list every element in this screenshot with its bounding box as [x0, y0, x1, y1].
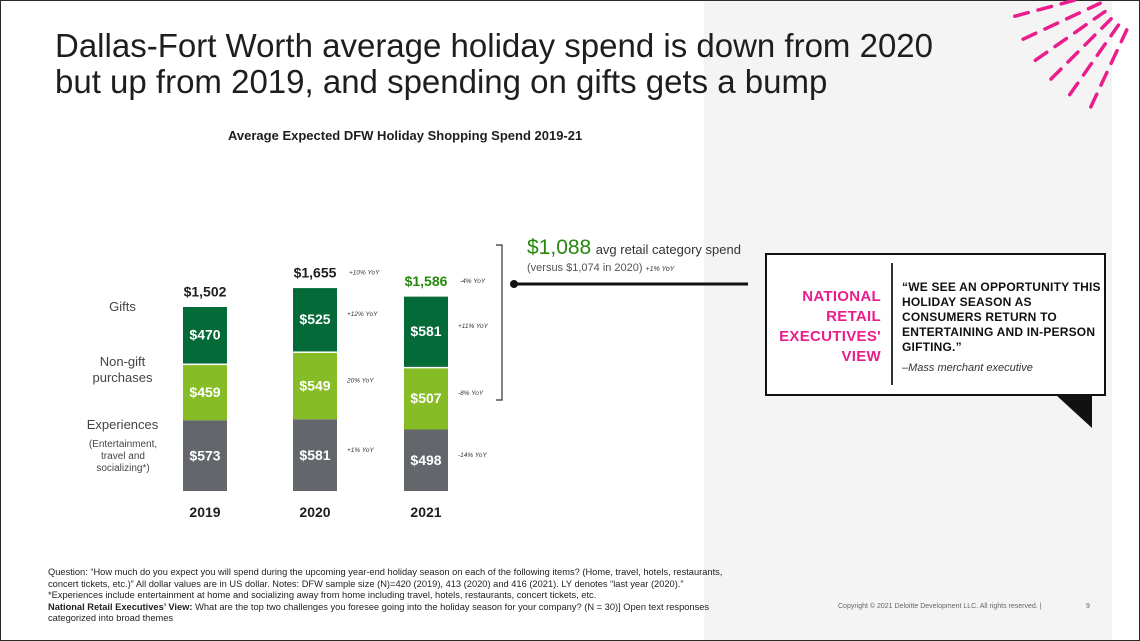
ray-dash — [1089, 92, 1099, 109]
nre-heading: NATIONAL RETAIL EXECUTIVES' VIEW — [775, 287, 881, 367]
slide-title: Dallas-Fort Worth average holiday spend … — [55, 28, 955, 100]
ray-dash — [1086, 1, 1102, 11]
ray-dash — [1109, 48, 1119, 66]
ray-dash — [1036, 4, 1054, 12]
bar-segment-gifts-2019 — [183, 307, 227, 364]
total-yoy-label-2020: +10% YoY — [349, 270, 380, 277]
bar-segment-non-gift-purchases-2019 — [183, 365, 227, 421]
category-label-experiences: Experiences — [86, 417, 159, 432]
ray-dash — [1059, 0, 1077, 6]
yoy-label-experiences-2020: +1% YoY — [347, 447, 374, 454]
decorative-rays-icon — [1013, 0, 1129, 109]
category-label-gifts: Gifts — [109, 299, 136, 314]
ray-dash — [1095, 42, 1108, 58]
x-tick-label-2020: 2020 — [299, 504, 330, 520]
data-label-experiences-2020: $581 — [299, 447, 330, 463]
bar-segment-experiences-2021 — [404, 429, 448, 491]
bracket-connector — [496, 244, 748, 401]
data-label-non-gift-purchases-2020: $549 — [299, 377, 330, 393]
footnote-nre: National Retail Executives’ View: What a… — [48, 602, 728, 625]
ray-dash — [1021, 31, 1038, 41]
category-note-experiences: (Entertainment, travel and socializing*) — [88, 439, 158, 474]
retail-spend-yoy: +1% YoY — [645, 266, 675, 273]
copyright: Copyright © 2021 Deloitte Development LL… — [838, 603, 1042, 610]
slide-title-line-1: Dallas-Fort Worth average holiday spend … — [55, 27, 933, 64]
bar-segment-gifts-2020 — [293, 288, 337, 352]
slide-title-line-2: but up from 2019, and spending on gifts … — [55, 63, 828, 100]
data-label-gifts-2019: $470 — [189, 327, 220, 343]
total-yoy-label-2021: -4% YoY — [460, 278, 486, 285]
retail-spend-label: avg retail category spend — [595, 242, 741, 257]
total-label-2021: $1,586 — [405, 273, 448, 289]
data-label-non-gift-purchases-2021: $507 — [410, 390, 441, 406]
bar-segment-gifts-2021 — [404, 296, 448, 367]
data-label-non-gift-purchases-2019: $459 — [189, 384, 220, 400]
ray-dash — [1053, 36, 1069, 49]
data-label-experiences-2021: $498 — [410, 452, 441, 468]
retail-spend-callout: $1,088 avg retail category spend — [527, 236, 741, 260]
ray-dash — [1099, 70, 1109, 87]
nre-heading-line-2: RETAIL — [826, 308, 881, 325]
footnote-nre-label: National Retail Executives’ View: — [48, 601, 193, 612]
speech-bubble-tail-icon — [1056, 395, 1092, 428]
ray-dash — [1067, 81, 1080, 97]
stacked-bar-chart: $573 $459 $470 $1,502 2019 $581 +1% YoY $549 20%… — [183, 265, 489, 520]
yoy-label-non-gift-purchases-2020: 20% YoY — [346, 377, 374, 384]
ray-dash — [1066, 50, 1080, 64]
quote-author: –Mass merchant executive — [902, 362, 1033, 374]
ray-dash — [1083, 33, 1097, 47]
footnote-experiences-note: *Experiences include entertainment at ho… — [48, 590, 597, 601]
bar-segment-non-gift-purchases-2020 — [293, 352, 337, 420]
nre-heading-line-1: NATIONAL — [802, 288, 881, 305]
ray-dash — [1081, 61, 1094, 77]
x-tick-label-2021: 2021 — [410, 504, 441, 520]
ray-dash — [1033, 50, 1049, 63]
ray-dash — [1049, 67, 1063, 81]
footnote-nre-text: What are the top two challenges you fore… — [48, 601, 710, 624]
ray-dash — [1100, 17, 1113, 30]
ray-dash — [1109, 23, 1121, 38]
connector-dot-icon — [510, 280, 518, 288]
yoy-label-gifts-2020: +12% YoY — [347, 311, 378, 318]
quote-divider — [891, 263, 893, 385]
data-label-gifts-2021: $581 — [410, 323, 441, 339]
yoy-label-gifts-2021: +11% YoY — [458, 323, 489, 330]
bar-segment-experiences-2019 — [183, 420, 227, 491]
data-label-gifts-2020: $525 — [299, 311, 330, 327]
ray-dash — [1072, 22, 1088, 35]
category-label-nongift: Non-gift purchases — [92, 354, 153, 385]
nre-heading-line-4: VIEW — [841, 348, 881, 365]
ray-dash — [1064, 11, 1082, 21]
quote-text: “WE SEE AN OPPORTUNITY THIS HOLIDAY SEAS… — [902, 280, 1101, 354]
retail-spend-value: $1,088 — [527, 236, 592, 259]
page-number: 9 — [1086, 603, 1090, 610]
executive-quote-box — [765, 253, 1106, 396]
ray-dash — [1119, 28, 1129, 44]
retail-spend-sub: (versus $1,074 in 2020) — [527, 262, 643, 274]
yoy-label-non-gift-purchases-2021: -8% YoY — [458, 390, 484, 397]
bar-segment-experiences-2020 — [293, 419, 337, 491]
total-label-2020: $1,655 — [294, 265, 337, 281]
footnote-question: Question: “How much do you expect you wi… — [48, 567, 723, 589]
yoy-label-experiences-2021: -14% YoY — [458, 452, 487, 459]
chart-title: Average Expected DFW Holiday Shopping Sp… — [228, 128, 583, 143]
total-label-2019: $1,502 — [184, 284, 227, 300]
data-label-experiences-2019: $573 — [189, 448, 220, 464]
footnote: Question: “How much do you expect you wi… — [48, 567, 728, 625]
x-tick-label-2019: 2019 — [189, 504, 220, 520]
ray-dash — [1013, 10, 1031, 18]
ray-dash — [1043, 21, 1060, 31]
bracket-line — [496, 244, 503, 401]
retail-spend-comparison: (versus $1,074 in 2020) +1% YoY — [527, 262, 674, 274]
nre-heading-line-3: EXECUTIVES' — [779, 328, 881, 345]
bar-segment-non-gift-purchases-2021 — [404, 368, 448, 430]
ray-dash — [1092, 9, 1107, 21]
